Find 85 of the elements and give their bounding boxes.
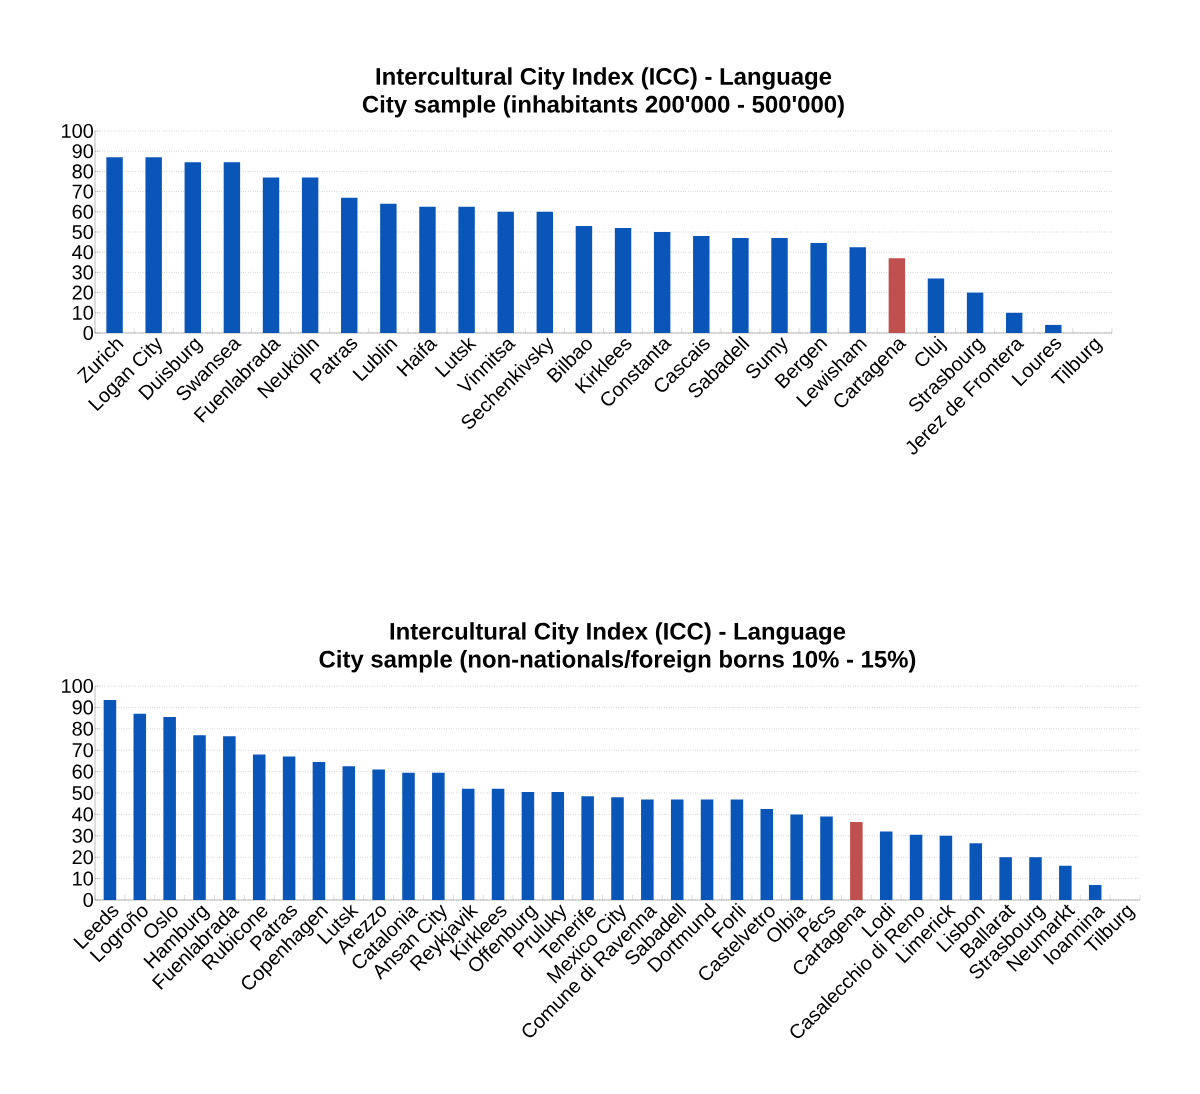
bar [536,211,554,333]
bar [1005,312,1023,333]
y-tick-label: 60 [72,764,94,779]
bar [282,756,296,900]
y-tick-label: 10 [73,871,94,886]
y-tick-label: 60 [72,204,94,219]
bar [820,816,833,900]
y-tick-label: 40 [72,807,94,822]
bar [372,769,385,900]
bar [458,206,475,333]
chart-subtitle: City sample (inhabitants 200'000 - 500'000) [362,95,844,118]
bar [103,699,117,900]
bar [581,796,594,900]
bar [1059,865,1072,900]
bar [1045,324,1062,333]
bar [700,799,714,900]
bar [193,735,206,900]
bar [732,238,749,333]
bar [966,292,984,333]
bar [939,835,953,900]
bar [670,799,684,900]
bar [432,772,445,900]
bar [790,814,803,900]
y-tick-label: 70 [72,184,94,199]
bar [850,821,863,900]
chart-title: Intercultural City Index (ICC) - Language [390,622,846,645]
bar [133,713,147,900]
bar [653,231,671,333]
y-tick-label: 30 [72,265,94,280]
y-tick-label: 10 [73,305,94,320]
y-tick-label: 80 [72,164,94,179]
bar [223,736,236,900]
y-tick-label: 20 [72,850,94,865]
bar [106,157,123,333]
bar [419,206,436,333]
bar [999,857,1012,900]
bar [614,227,632,333]
chart-title: Intercultural City Index (ICC) - Language [376,67,832,90]
bar [341,197,358,333]
y-tick-label: 20 [72,285,94,300]
bar [491,788,505,900]
bar [262,177,280,333]
bar [145,157,162,333]
bar [497,211,514,333]
bar [402,772,415,900]
bar [888,258,906,333]
bar [641,799,654,900]
y-tick-label: 80 [72,721,94,736]
bar [301,177,319,333]
bar [969,843,983,900]
bar [730,799,744,900]
y-tick-label: 30 [72,828,94,843]
bar [252,754,266,900]
y-tick-label: 50 [72,224,94,240]
bar [1088,885,1102,900]
bar [693,236,710,333]
bar [163,717,176,900]
bar [521,791,535,900]
y-tick-label: 50 [72,785,94,801]
bar [575,225,593,333]
bar [927,278,945,333]
y-tick-label: 100 [62,123,94,139]
bar [461,788,475,900]
bar [1029,857,1042,900]
y-tick-label: 70 [72,743,94,758]
bar [849,247,866,333]
bar [380,203,397,333]
bar [184,162,201,333]
bar [879,831,893,900]
bar [810,243,827,333]
y-tick-label: 100 [62,678,94,694]
bar [771,238,788,333]
bar [312,761,326,900]
bar [760,809,774,900]
bar [611,797,624,900]
y-tick-label: 40 [72,245,94,260]
y-tick-label: 90 [72,144,94,159]
bar [551,791,565,900]
bar [223,162,241,333]
y-tick-label: 0 [83,325,94,341]
chart-subtitle: City sample (non-nationals/foreign borns 10% - 15%) [319,650,916,673]
bar [342,766,356,900]
bar [909,834,923,900]
y-tick-label: 90 [72,700,94,715]
y-tick-label: 0 [83,892,94,908]
